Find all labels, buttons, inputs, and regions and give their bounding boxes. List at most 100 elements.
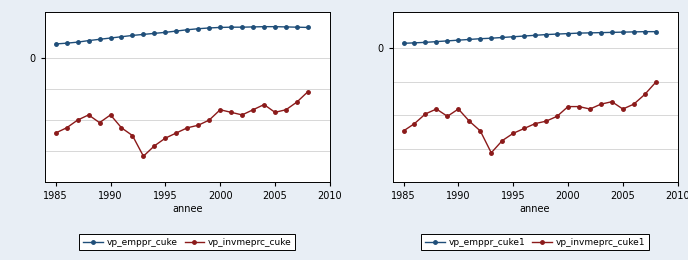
vp_emppr_cuke1 — [608, 31, 616, 34]
vp_invmeprc_cuke — [85, 113, 93, 116]
vp_invmeprc_cuke1 — [575, 105, 583, 108]
vp_emppr_cuke — [293, 26, 301, 29]
vp_invmeprc_cuke1 — [465, 120, 473, 123]
vp_invmeprc_cuke1 — [421, 112, 429, 115]
Line: vp_emppr_cuke1: vp_emppr_cuke1 — [402, 30, 658, 45]
vp_emppr_cuke1 — [564, 32, 572, 35]
vp_invmeprc_cuke1 — [454, 107, 462, 110]
vp_invmeprc_cuke — [271, 111, 279, 114]
vp_emppr_cuke — [107, 36, 115, 40]
vp_emppr_cuke1 — [509, 35, 517, 38]
vp_invmeprc_cuke1 — [608, 100, 616, 103]
vp_emppr_cuke1 — [498, 36, 506, 39]
vp_emppr_cuke1 — [575, 31, 583, 35]
vp_emppr_cuke1 — [542, 33, 550, 36]
vp_emppr_cuke — [74, 41, 82, 44]
vp_invmeprc_cuke — [96, 121, 104, 124]
vp_emppr_cuke1 — [465, 38, 473, 41]
vp_invmeprc_cuke — [304, 90, 312, 93]
X-axis label: annee: annee — [172, 204, 202, 214]
vp_emppr_cuke — [260, 25, 268, 28]
vp_emppr_cuke — [172, 29, 180, 32]
vp_invmeprc_cuke — [293, 100, 301, 103]
vp_invmeprc_cuke1 — [498, 139, 506, 142]
vp_invmeprc_cuke — [118, 126, 126, 129]
vp_emppr_cuke1 — [410, 41, 418, 44]
vp_emppr_cuke — [129, 34, 137, 37]
vp_emppr_cuke — [139, 33, 147, 36]
vp_invmeprc_cuke1 — [487, 151, 495, 154]
vp_emppr_cuke1 — [487, 37, 495, 40]
vp_invmeprc_cuke — [129, 134, 137, 137]
vp_invmeprc_cuke — [63, 126, 71, 129]
Line: vp_invmeprc_cuke1: vp_invmeprc_cuke1 — [402, 81, 658, 154]
vp_emppr_cuke1 — [454, 38, 462, 42]
vp_invmeprc_cuke — [139, 155, 147, 158]
vp_invmeprc_cuke1 — [520, 127, 528, 130]
vp_emppr_cuke — [304, 26, 312, 29]
vp_invmeprc_cuke — [172, 131, 180, 134]
vp_invmeprc_cuke — [52, 131, 60, 134]
vp_emppr_cuke1 — [630, 30, 638, 34]
vp_invmeprc_cuke — [260, 103, 268, 106]
vp_emppr_cuke1 — [421, 41, 429, 44]
vp_invmeprc_cuke — [194, 124, 202, 127]
vp_emppr_cuke1 — [443, 39, 451, 42]
vp_invmeprc_cuke1 — [476, 129, 484, 133]
vp_invmeprc_cuke — [205, 119, 213, 122]
vp_invmeprc_cuke1 — [432, 107, 440, 110]
vp_emppr_cuke — [216, 26, 224, 29]
vp_emppr_cuke1 — [476, 37, 484, 40]
vp_invmeprc_cuke1 — [641, 93, 649, 96]
vp_emppr_cuke1 — [596, 31, 605, 34]
vp_invmeprc_cuke1 — [596, 103, 605, 106]
vp_emppr_cuke1 — [641, 30, 649, 33]
vp_emppr_cuke — [161, 31, 169, 34]
vp_invmeprc_cuke — [238, 113, 246, 116]
vp_emppr_cuke1 — [585, 31, 594, 34]
vp_emppr_cuke — [238, 26, 246, 29]
vp_emppr_cuke — [85, 39, 93, 42]
vp_emppr_cuke1 — [432, 40, 440, 43]
vp_invmeprc_cuke1 — [553, 115, 561, 118]
vp_invmeprc_cuke — [282, 108, 290, 111]
vp_emppr_cuke1 — [553, 32, 561, 36]
vp_invmeprc_cuke1 — [619, 107, 627, 110]
vp_invmeprc_cuke — [216, 108, 224, 111]
vp_invmeprc_cuke — [107, 113, 115, 116]
vp_invmeprc_cuke — [227, 111, 235, 114]
vp_invmeprc_cuke1 — [531, 122, 539, 125]
Legend: vp_emppr_cuke, vp_invmeprc_cuke: vp_emppr_cuke, vp_invmeprc_cuke — [79, 234, 295, 250]
vp_invmeprc_cuke1 — [542, 120, 550, 123]
vp_emppr_cuke — [249, 25, 257, 29]
vp_invmeprc_cuke1 — [509, 132, 517, 135]
vp_invmeprc_cuke — [161, 136, 169, 140]
vp_invmeprc_cuke1 — [410, 122, 418, 125]
vp_emppr_cuke — [150, 32, 158, 35]
vp_emppr_cuke1 — [400, 42, 408, 45]
vp_invmeprc_cuke — [183, 126, 191, 129]
Legend: vp_emppr_cuke1, vp_invmeprc_cuke1: vp_emppr_cuke1, vp_invmeprc_cuke1 — [421, 234, 649, 250]
vp_emppr_cuke — [63, 42, 71, 45]
vp_invmeprc_cuke — [150, 144, 158, 147]
vp_emppr_cuke — [96, 38, 104, 41]
vp_emppr_cuke — [205, 27, 213, 30]
vp_emppr_cuke1 — [520, 35, 528, 38]
vp_invmeprc_cuke — [74, 119, 82, 122]
X-axis label: annee: annee — [520, 204, 550, 214]
Line: vp_emppr_cuke: vp_emppr_cuke — [54, 25, 310, 46]
vp_invmeprc_cuke1 — [585, 107, 594, 110]
vp_emppr_cuke — [118, 35, 126, 38]
vp_invmeprc_cuke1 — [443, 115, 451, 118]
vp_invmeprc_cuke1 — [652, 81, 660, 84]
vp_emppr_cuke — [183, 28, 191, 31]
vp_emppr_cuke1 — [619, 31, 627, 34]
vp_invmeprc_cuke1 — [630, 103, 638, 106]
vp_emppr_cuke — [282, 25, 290, 29]
vp_emppr_cuke — [194, 27, 202, 30]
vp_invmeprc_cuke1 — [564, 105, 572, 108]
vp_emppr_cuke1 — [531, 34, 539, 37]
Line: vp_invmeprc_cuke: vp_invmeprc_cuke — [54, 90, 310, 158]
vp_emppr_cuke — [271, 25, 279, 28]
vp_emppr_cuke — [52, 42, 60, 46]
